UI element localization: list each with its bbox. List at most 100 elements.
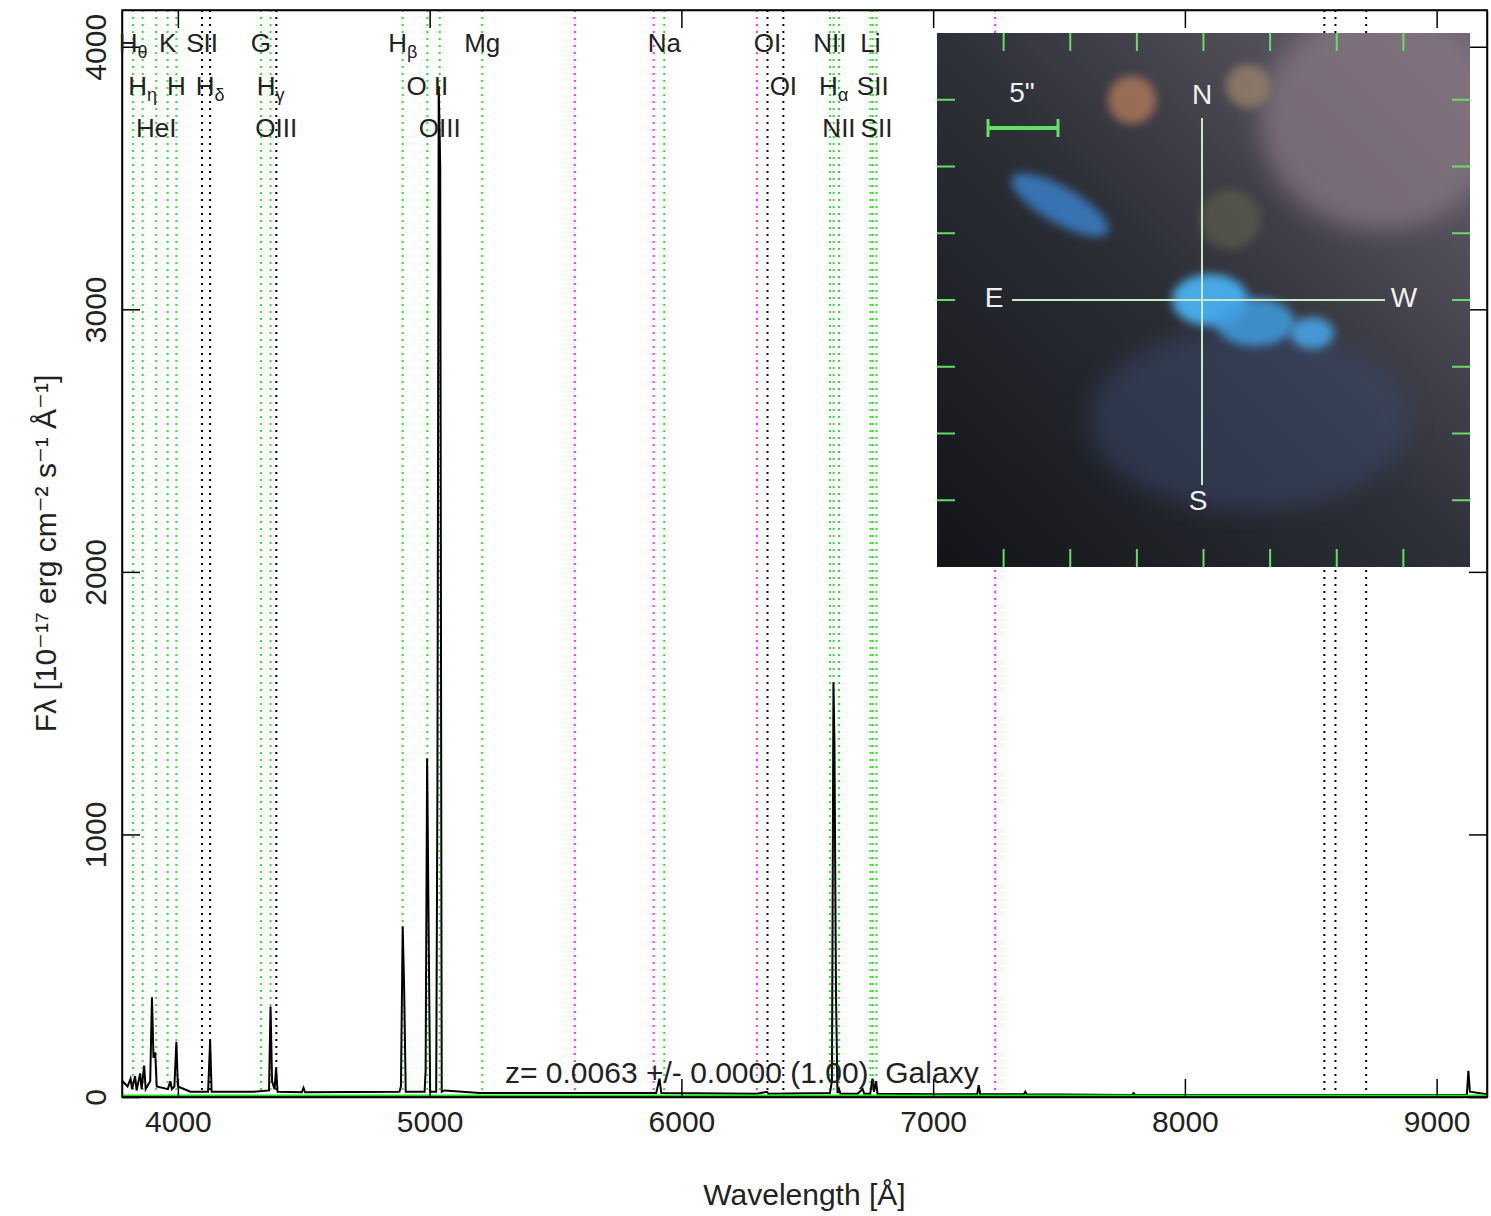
marker-label: O II	[406, 71, 448, 101]
line-marker	[838, 10, 840, 1097]
axis-line	[122, 11, 124, 1098]
line-marker	[270, 10, 272, 1097]
tick-mark	[429, 1079, 431, 1097]
line-marker	[155, 10, 157, 1097]
line-marker	[663, 10, 665, 1097]
tick-mark	[122, 572, 140, 574]
tick-label: 4000	[145, 1105, 212, 1138]
tick: 9000	[1404, 1079, 1471, 1138]
tick	[1469, 572, 1487, 573]
tick	[1185, 10, 1186, 28]
inset-blob	[1003, 162, 1116, 248]
inset-tick	[937, 299, 955, 301]
inset-blob	[1260, 33, 1470, 230]
marker-label: Hα	[819, 71, 848, 105]
tick-mark	[122, 834, 140, 836]
inset-tick	[1402, 33, 1404, 51]
marker-label: Hη	[128, 71, 157, 105]
inset-label: 5"	[1009, 77, 1035, 108]
tick-mark	[1436, 10, 1438, 28]
tick-label: 4000	[79, 14, 112, 81]
marker-label: Mg	[464, 28, 500, 58]
marker-label: OI	[754, 28, 781, 58]
marker-label: NII	[822, 113, 855, 143]
inset-tick	[1452, 433, 1470, 435]
tick	[178, 10, 179, 28]
inset-label: S	[1189, 485, 1208, 516]
tick-mark	[1469, 47, 1487, 49]
line-marker	[142, 10, 144, 1097]
inset-tick	[1452, 366, 1470, 368]
inset-tick	[1452, 232, 1470, 234]
inset-image: N S E W 5"	[937, 10, 1491, 567]
inset-label: E	[985, 282, 1004, 313]
inset-tick	[1136, 549, 1138, 567]
inset-tick	[1336, 33, 1338, 51]
line-marker	[481, 10, 483, 1097]
inset-tick	[937, 366, 955, 368]
scale-bar-cap	[987, 119, 990, 137]
inset-tick	[1003, 33, 1005, 51]
marker-label: OIII	[419, 113, 461, 143]
marker-label: OI	[770, 71, 797, 101]
tick-label: 1000	[79, 802, 112, 869]
marker-label: Hδ	[196, 71, 225, 105]
line-marker	[574, 10, 576, 1097]
tick-mark	[122, 309, 140, 311]
inset-tick	[1269, 33, 1271, 51]
inset-tick	[1069, 549, 1071, 567]
tick-mark	[178, 10, 180, 28]
tick-mark	[429, 10, 431, 28]
line-marker	[756, 10, 758, 1097]
tick: 1000	[79, 802, 140, 869]
inset-tick	[1003, 549, 1005, 567]
tick: 8000	[1152, 1079, 1219, 1138]
chart: 4000500060007000800090000100020003000400…	[0, 0, 1491, 1216]
axis	[1469, 11, 1488, 1098]
tick-mark	[1469, 572, 1487, 574]
marker-label: SII	[186, 28, 218, 58]
line-marker	[782, 10, 784, 1097]
inset-tick	[1336, 549, 1338, 567]
inset-tick	[1203, 549, 1205, 567]
inset-label: W	[1391, 282, 1418, 313]
line-marker	[201, 10, 203, 1097]
inset-tick	[1452, 166, 1470, 168]
inset-blob	[1108, 76, 1156, 124]
marker-label: H	[167, 71, 186, 101]
tick	[1437, 10, 1438, 28]
tick-label: 0	[79, 1089, 112, 1106]
tick-label: 5000	[397, 1105, 464, 1138]
line-marker	[209, 10, 211, 1097]
annotation: z= 0.0063 +/- 0.0000 (1.00), Galaxy	[505, 1056, 979, 1089]
inset-tick	[937, 433, 955, 435]
axis: 01000200030004000	[79, 11, 140, 1106]
line-marker	[876, 10, 878, 1097]
inset-tick	[1136, 33, 1138, 51]
scale-bar	[988, 126, 1058, 130]
tick	[430, 10, 431, 28]
tick	[1469, 47, 1487, 48]
marker-label: K	[159, 28, 177, 58]
inset-tick	[937, 99, 955, 101]
tick-mark	[1185, 1079, 1187, 1097]
line-marker	[653, 10, 655, 1097]
line-marker	[132, 10, 134, 1097]
tick-label: 2000	[79, 539, 112, 606]
tick-mark	[1436, 1079, 1438, 1097]
inset-label: N	[1192, 79, 1212, 110]
marker-labels: HθHηHeIKHSIIHδGHγOIIIHβO IIOIIIMgNaOIOIN…	[119, 28, 893, 143]
tick	[1469, 309, 1487, 310]
inset-tick	[1452, 99, 1470, 101]
y-axis-title: Fλ [10⁻¹⁷ erg cm⁻² s⁻¹ Å⁻¹]	[29, 375, 62, 733]
line-marker	[167, 10, 169, 1097]
tick-label: 6000	[649, 1105, 716, 1138]
crosshair	[1012, 299, 1385, 301]
tick: 0	[79, 1089, 140, 1106]
marker-label: NII	[813, 28, 846, 58]
inset-blob	[1290, 317, 1334, 349]
inset-tick	[1203, 33, 1205, 51]
marker-label: HeI	[136, 113, 176, 143]
tick-mark	[933, 10, 935, 28]
marker-label: Hθ	[119, 28, 148, 62]
